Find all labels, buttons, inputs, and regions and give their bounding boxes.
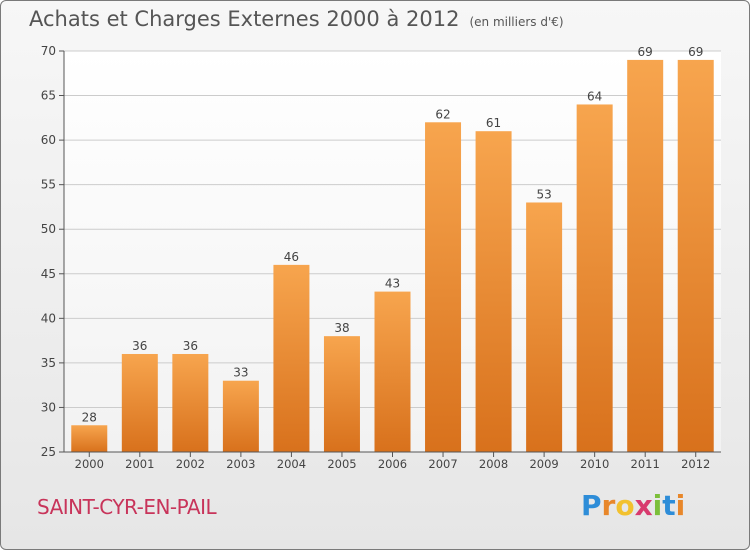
bar bbox=[172, 353, 209, 452]
x-tick-label: 2003 bbox=[226, 457, 255, 471]
x-axis: 2000 2001 2002 2003 2004 2005 2006 2007 2008 2009… bbox=[64, 451, 721, 471]
x-tick-label: 2010 bbox=[580, 457, 609, 471]
data-label: 69 bbox=[638, 45, 653, 59]
data-label: 46 bbox=[284, 250, 299, 264]
x-tick-label: 2004 bbox=[277, 457, 306, 471]
bar bbox=[475, 131, 512, 452]
logo-letter: r bbox=[601, 489, 616, 522]
x-tick-label: 2002 bbox=[176, 457, 205, 471]
bar bbox=[677, 59, 714, 453]
y-axis: 25 30 35 40 45 50 55 60 65 70 bbox=[41, 44, 65, 459]
bar bbox=[576, 104, 613, 452]
data-labels: 28 36 36 33 46 38 43 62 61 53 64 69 69 bbox=[82, 45, 704, 424]
logo-letter: i bbox=[675, 489, 686, 522]
y-tick-label: 70 bbox=[41, 44, 56, 58]
data-label: 28 bbox=[82, 410, 97, 424]
y-tick-label: 25 bbox=[41, 445, 56, 459]
bar bbox=[273, 264, 310, 452]
bar bbox=[222, 380, 259, 452]
x-tick-label: 2008 bbox=[479, 457, 508, 471]
bar bbox=[71, 425, 108, 452]
bar bbox=[121, 353, 158, 452]
logo-letter: t bbox=[662, 489, 676, 522]
data-label: 36 bbox=[132, 339, 147, 353]
y-tick-label: 55 bbox=[41, 178, 56, 192]
y-tick-label: 35 bbox=[41, 356, 56, 370]
title-unit: (en milliers d'€) bbox=[469, 15, 564, 29]
x-tick-label: 2007 bbox=[428, 457, 457, 471]
data-label: 36 bbox=[183, 339, 198, 353]
data-label: 38 bbox=[334, 321, 349, 335]
y-tick-label: 40 bbox=[41, 311, 56, 325]
logo-letter: i bbox=[652, 489, 663, 522]
y-tick-label: 60 bbox=[41, 133, 56, 147]
data-label: 43 bbox=[385, 277, 400, 291]
y-tick-label: 30 bbox=[41, 400, 56, 414]
x-tick-label: 2011 bbox=[631, 457, 660, 471]
proxiti-logo[interactable]: Proxiti bbox=[581, 489, 685, 522]
logo-letter: P bbox=[581, 489, 602, 522]
y-tick-label: 50 bbox=[41, 222, 56, 236]
x-tick-label: 2005 bbox=[327, 457, 356, 471]
bar bbox=[526, 202, 563, 452]
data-label: 53 bbox=[536, 187, 551, 201]
bar bbox=[323, 336, 360, 452]
x-tick-label: 2001 bbox=[125, 457, 154, 471]
x-tick-label: 2006 bbox=[378, 457, 407, 471]
x-tick-label: 2009 bbox=[529, 457, 558, 471]
commune-name: SAINT-CYR-EN-PAIL bbox=[37, 495, 217, 519]
logo-letter: o bbox=[615, 489, 635, 522]
bar bbox=[627, 59, 664, 453]
data-label: 61 bbox=[486, 116, 501, 130]
bars bbox=[71, 59, 714, 453]
bar bbox=[425, 122, 462, 453]
y-tick-label: 45 bbox=[41, 267, 56, 281]
bar bbox=[374, 291, 411, 452]
data-label: 69 bbox=[688, 45, 703, 59]
data-label: 62 bbox=[435, 107, 450, 121]
y-tick-label: 65 bbox=[41, 89, 56, 103]
chart-title: Achats et Charges Externes 2000 à 2012 (e… bbox=[29, 7, 564, 31]
logo-letter: x bbox=[634, 489, 653, 522]
x-tick-label: 2000 bbox=[75, 457, 104, 471]
data-label: 64 bbox=[587, 89, 602, 103]
x-tick-label: 2012 bbox=[681, 457, 710, 471]
data-label: 33 bbox=[233, 366, 248, 380]
title-text: Achats et Charges Externes 2000 à 2012 bbox=[29, 7, 460, 31]
